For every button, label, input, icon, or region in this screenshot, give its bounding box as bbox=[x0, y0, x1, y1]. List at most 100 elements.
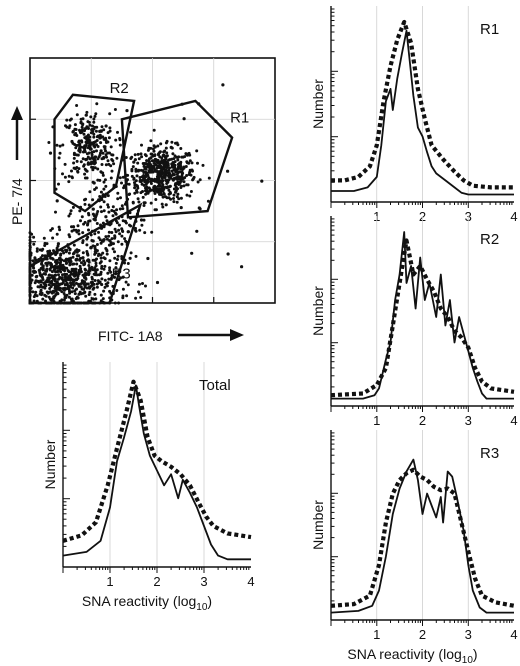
scatter-point bbox=[77, 139, 81, 143]
scatter-point bbox=[86, 137, 90, 140]
scatter-point bbox=[65, 282, 69, 285]
scatter-point bbox=[139, 168, 143, 172]
scatter-point bbox=[152, 188, 156, 192]
scatter-point bbox=[61, 263, 65, 267]
scatter-point bbox=[179, 176, 183, 180]
hist-x-label-main: SNA reactivity (log bbox=[347, 646, 461, 662]
scatter-point bbox=[100, 210, 103, 214]
scatter-point bbox=[180, 170, 184, 174]
scatter-point bbox=[81, 231, 85, 235]
scatter-point bbox=[91, 268, 95, 272]
hist-title: R2 bbox=[480, 231, 499, 248]
scatter-point bbox=[83, 267, 87, 271]
scatter-point bbox=[92, 144, 96, 147]
scatter-point bbox=[29, 253, 33, 257]
scatter-point bbox=[95, 249, 99, 253]
scatter-point bbox=[134, 179, 138, 183]
scatter-point bbox=[49, 262, 53, 266]
scatter-point bbox=[57, 182, 60, 186]
scatter-point bbox=[68, 247, 72, 251]
scatter-point bbox=[95, 102, 99, 106]
scatter-point bbox=[65, 266, 69, 270]
scatter-point bbox=[172, 200, 176, 204]
scatter-point bbox=[70, 290, 74, 294]
scatter-point bbox=[143, 162, 146, 165]
scatter-point bbox=[99, 253, 103, 257]
scatter-point bbox=[35, 247, 39, 251]
scatter-point bbox=[74, 258, 78, 262]
scatter-point bbox=[92, 117, 96, 121]
scatter-point bbox=[93, 292, 97, 296]
scatter-point bbox=[87, 151, 91, 155]
scatter-point bbox=[180, 155, 184, 159]
scatter-point bbox=[141, 195, 145, 199]
histogram-panel-r2: 1 2 3 4 Number R2 bbox=[310, 216, 518, 428]
scatter-point bbox=[140, 223, 144, 227]
scatter-point bbox=[168, 166, 171, 170]
scatter-point bbox=[150, 230, 154, 234]
scatter-point bbox=[43, 286, 47, 290]
scatter-point bbox=[56, 292, 60, 296]
scatter-point bbox=[178, 181, 182, 185]
scatter-point bbox=[41, 268, 45, 272]
scatter-point bbox=[90, 153, 94, 157]
scatter-point bbox=[93, 232, 97, 236]
scatter-point bbox=[99, 149, 103, 153]
scatter-point bbox=[197, 206, 201, 210]
scatter-point bbox=[102, 128, 106, 132]
scatter-point bbox=[136, 197, 140, 201]
scatter-point bbox=[116, 130, 119, 134]
scatter-point bbox=[93, 266, 97, 270]
scatter-point bbox=[52, 290, 56, 294]
scatter-point bbox=[114, 230, 118, 234]
scatter-point bbox=[167, 196, 171, 200]
scatter-point bbox=[85, 243, 89, 247]
scatter-point bbox=[149, 177, 153, 181]
scatter-point bbox=[104, 141, 108, 144]
scatter-point bbox=[135, 190, 139, 194]
scatter-point bbox=[48, 297, 52, 301]
scatter-point bbox=[45, 242, 49, 246]
hist-x-label-close: ) bbox=[207, 593, 212, 609]
scatter-point bbox=[146, 256, 150, 261]
scatter-point bbox=[156, 144, 160, 148]
scatter-point bbox=[32, 295, 36, 299]
scatter-point bbox=[88, 147, 92, 151]
scatter-point bbox=[116, 254, 120, 258]
scatter-point bbox=[92, 132, 96, 136]
scatter-point bbox=[128, 192, 132, 196]
scatter-point bbox=[113, 256, 117, 260]
scatter-point bbox=[92, 181, 96, 185]
scatter-point bbox=[61, 278, 65, 282]
hist-x-tick-label: 1 bbox=[373, 627, 380, 642]
scatter-point bbox=[91, 239, 95, 243]
scatter-point bbox=[102, 145, 106, 149]
scatter-point bbox=[79, 121, 83, 125]
scatter-point bbox=[71, 252, 75, 256]
scatter-point bbox=[106, 131, 110, 135]
scatter-point bbox=[145, 188, 148, 192]
scatter-point bbox=[162, 174, 166, 178]
scatter-point bbox=[35, 249, 39, 253]
scatter-point bbox=[167, 168, 171, 172]
scatter-point bbox=[117, 301, 121, 305]
scatter-point bbox=[36, 285, 40, 289]
scatter-point bbox=[87, 270, 91, 273]
scatter-point bbox=[95, 268, 99, 272]
scatter-point bbox=[65, 118, 69, 122]
scatter-point bbox=[71, 225, 76, 229]
scatter-point bbox=[153, 184, 157, 188]
scatter-point bbox=[67, 257, 71, 261]
scatter-point bbox=[144, 182, 148, 186]
scatter-point bbox=[156, 172, 160, 176]
scatter-point bbox=[68, 235, 72, 239]
hist-x-tick-label: 4 bbox=[510, 413, 517, 428]
scatter-point bbox=[175, 177, 179, 181]
scatter-point bbox=[139, 218, 144, 222]
scatter-point bbox=[120, 204, 124, 208]
scatter-point bbox=[133, 191, 137, 195]
scatter-point bbox=[39, 283, 43, 287]
scatter-point bbox=[131, 201, 135, 205]
scatter-point bbox=[62, 259, 66, 263]
